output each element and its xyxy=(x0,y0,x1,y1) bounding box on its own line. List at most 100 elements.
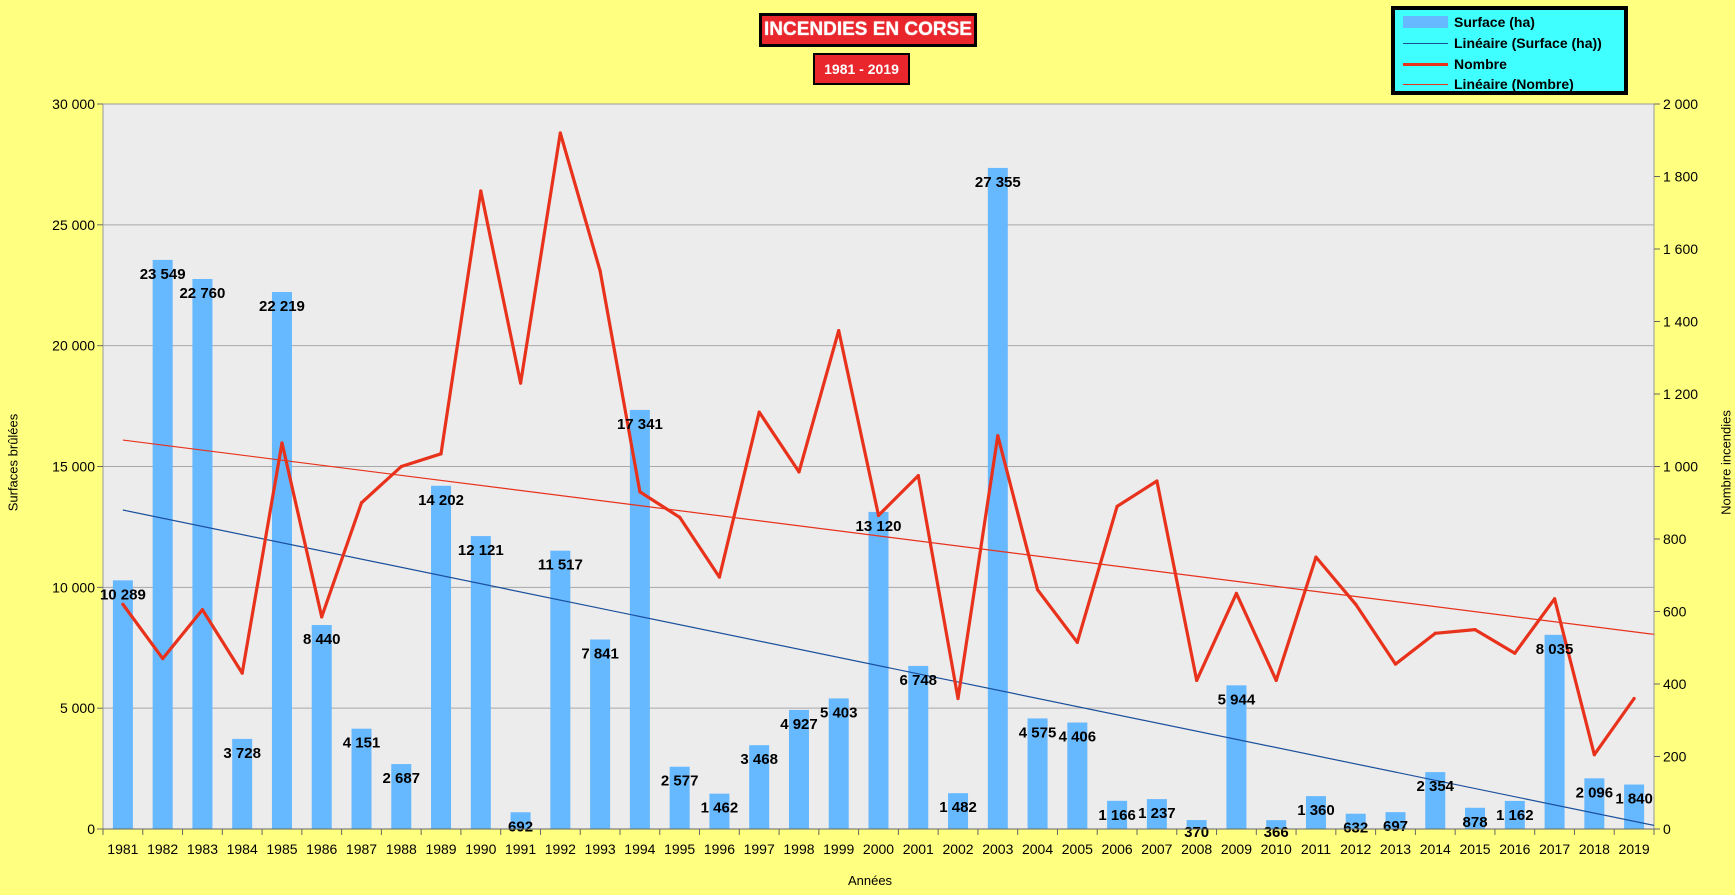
bar-1985 xyxy=(271,292,292,829)
data-labels-group: 10 289 23 549 22 760 3 728 22 219 8 440 4 151 2… xyxy=(100,174,1653,841)
legend-label-nombre-trend: Linéaire (Nombre) xyxy=(1454,76,1574,92)
bar-2005 xyxy=(1067,722,1088,829)
x-tick-label-1996: 1996 xyxy=(704,841,735,857)
x-tick-label-2012: 2012 xyxy=(1340,841,1371,857)
bar-label-1989: 14 202 xyxy=(418,492,464,509)
x-tick-label-2001: 2001 xyxy=(903,841,934,857)
bar-1983 xyxy=(192,278,213,829)
y-tick-label-right: 800 xyxy=(1663,531,1687,547)
x-tick-label-2007: 2007 xyxy=(1141,841,1172,857)
point-nombre-2013 xyxy=(1393,662,1398,666)
bar-label-2016: 1 162 xyxy=(1496,807,1534,824)
bar-2016 xyxy=(1504,800,1525,829)
bars-group xyxy=(112,167,1645,829)
bar-label-2017: 8 035 xyxy=(1536,641,1574,658)
point-nombre-2017 xyxy=(1552,597,1557,601)
x-tick-label-2014: 2014 xyxy=(1420,841,1451,857)
y-tick-label-left: 5 000 xyxy=(60,700,95,716)
bar-label-2008: 370 xyxy=(1184,824,1209,841)
y-tick-label-right: 1 400 xyxy=(1663,314,1698,330)
bar-label-1983: 22 760 xyxy=(179,285,225,302)
legend-swatch-nombre-trend xyxy=(1403,83,1448,85)
x-tick-label-1981: 1981 xyxy=(107,841,138,857)
point-nombre-2014 xyxy=(1433,631,1437,635)
point-nombre-1986 xyxy=(320,615,324,619)
bar-label-2018: 2 096 xyxy=(1576,784,1614,801)
bar-1981 xyxy=(112,580,133,829)
legend-item-nombre-trend: Linéaire (Nombre) xyxy=(1403,74,1574,94)
bar-label-1991: 692 xyxy=(508,818,533,835)
point-nombre-2019 xyxy=(1632,696,1636,701)
legend-swatch-surface xyxy=(1403,16,1448,28)
y-tick-label-right: 0 xyxy=(1663,821,1671,837)
bar-2000 xyxy=(868,511,889,829)
bar-label-1993: 7 841 xyxy=(581,646,619,663)
x-tick-label-1983: 1983 xyxy=(187,841,218,857)
x-tick-label-2009: 2009 xyxy=(1221,841,1252,857)
x-tick-label-2015: 2015 xyxy=(1459,841,1490,857)
bar-1984 xyxy=(232,738,253,829)
legend: Surface (ha) Linéaire (Surface (ha)) Nom… xyxy=(1391,6,1628,95)
y-tick-label-left: 0 xyxy=(87,821,95,837)
x-tick-label-1998: 1998 xyxy=(783,841,814,857)
bar-label-1992: 11 517 xyxy=(538,557,583,574)
bar-label-1986: 8 440 xyxy=(303,631,341,648)
x-tick-label-1994: 1994 xyxy=(624,841,655,857)
bar-2013 xyxy=(1385,812,1406,829)
bar-2017 xyxy=(1544,634,1565,829)
bar-2003 xyxy=(987,167,1008,829)
bar-1990 xyxy=(470,536,491,829)
bar-label-2013: 697 xyxy=(1383,818,1408,835)
y-axis-title-right: Nombre incendies xyxy=(1718,410,1734,515)
point-nombre-2015 xyxy=(1473,628,1477,632)
bar-2015 xyxy=(1465,807,1486,829)
bar-2002 xyxy=(948,793,969,829)
bar-label-1985: 22 219 xyxy=(259,298,305,315)
legend-item-nombre: Nombre xyxy=(1403,54,1507,74)
trendline-nombre xyxy=(122,439,1655,635)
point-nombre-1992 xyxy=(558,131,562,135)
x-tick-label-2018: 2018 xyxy=(1579,841,1610,857)
point-nombre-1999 xyxy=(837,328,841,333)
bar-label-1987: 4 151 xyxy=(343,735,381,752)
bar-1996 xyxy=(709,793,730,829)
point-nombre-2006 xyxy=(1115,504,1119,508)
y-axis-title-left: Surfaces brûlées xyxy=(5,413,21,512)
y-tick-label-left: 20 000 xyxy=(52,338,95,354)
x-tick-label-1997: 1997 xyxy=(744,841,775,857)
point-nombre-1990 xyxy=(479,189,483,193)
bar-label-2004: 4 575 xyxy=(1019,724,1057,741)
x-tick-label-2006: 2006 xyxy=(1102,841,1133,857)
bar-label-1996: 1 462 xyxy=(701,800,739,817)
bar-1982 xyxy=(152,259,173,829)
bar-1997 xyxy=(749,745,770,829)
x-tick-label-2016: 2016 xyxy=(1499,841,1530,857)
x-tick-label-1991: 1991 xyxy=(505,841,536,857)
bar-1994 xyxy=(629,409,650,829)
bar-label-2010: 366 xyxy=(1264,824,1289,841)
point-nombre-2016 xyxy=(1513,651,1517,655)
x-tick-label-2005: 2005 xyxy=(1062,841,1093,857)
y-tick-label-right: 1 200 xyxy=(1663,386,1698,402)
bar-label-1988: 2 687 xyxy=(382,770,420,787)
legend-item-surface: Surface (ha) xyxy=(1403,12,1535,32)
bar-2007 xyxy=(1146,799,1167,829)
bar-label-2009: 5 944 xyxy=(1218,691,1256,708)
y-tick-label-right: 400 xyxy=(1663,676,1687,692)
y-tick-label-right: 2 000 xyxy=(1663,96,1698,112)
y-tick-label-right: 1 800 xyxy=(1663,169,1698,185)
bar-label-2014: 2 354 xyxy=(1416,778,1454,795)
y-tick-label-left: 15 000 xyxy=(52,459,95,475)
y-tick-label-left: 30 000 xyxy=(52,96,95,112)
point-nombre-1993 xyxy=(598,269,602,273)
point-nombre-2018 xyxy=(1592,753,1596,757)
axes-group: 0 5 000 10 000 15 000 20 000 25 000 30 000 0 200… xyxy=(52,96,1698,857)
bar-2011 xyxy=(1305,796,1326,829)
bar-1986 xyxy=(311,625,332,829)
bar-1998 xyxy=(788,709,809,829)
legend-label-surface-trend: Linéaire (Surface (ha)) xyxy=(1454,35,1602,51)
legend-label-nombre: Nombre xyxy=(1454,56,1507,72)
x-tick-label-1988: 1988 xyxy=(386,841,417,857)
bar-2012 xyxy=(1345,813,1366,829)
point-nombre-2003 xyxy=(996,434,1000,438)
